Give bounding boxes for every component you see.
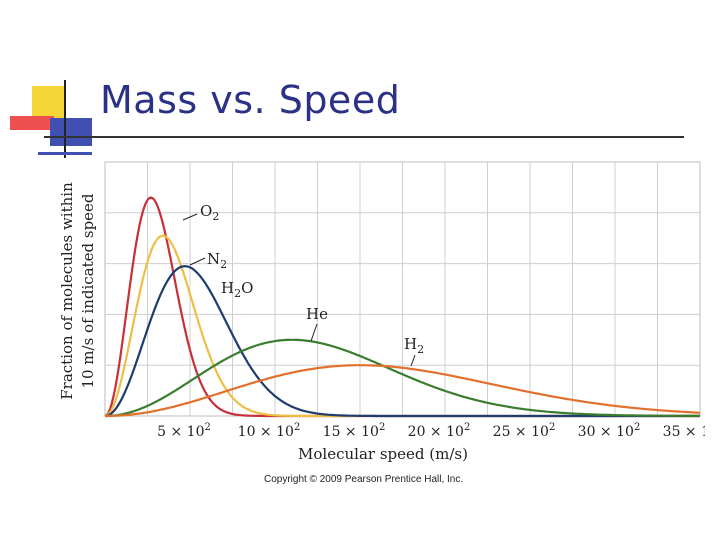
slide-title: Mass vs. Speed [100,78,401,122]
curve-he [105,338,700,418]
deco-blue-line [38,152,92,155]
series-labels: O2 N2 H2O He H2 [182,202,424,367]
deco-red-bar [10,116,54,130]
x-tick-label: 30 × 102 [578,422,641,440]
series-label-o2: O2 [200,202,219,223]
x-tick-label: 35 × 102 [663,422,705,440]
x-tick-labels: 5 × 102 10 × 102 15 × 102 20 × 102 25 × 102 3… [157,422,705,440]
x-tick-label: 5 × 102 [157,422,211,440]
deco-vertical-line [64,80,66,158]
y-axis-label-line1: Fraction of molecules within [58,182,76,400]
leader-he [310,323,318,342]
series-label-h2: H2 [404,335,424,356]
series-label-he: He [306,305,328,323]
x-tick-label: 25 × 102 [493,422,556,440]
deco-yellow-square [32,86,66,120]
x-tick-label: 20 × 102 [408,422,471,440]
leader-n2 [189,257,206,266]
chart-curves [104,196,701,418]
copyright-text: Copyright © 2009 Pearson Prentice Hall, … [264,474,463,485]
x-tick-label: 10 × 102 [238,422,301,440]
title-rule [44,136,684,138]
series-label-o2-sub: 2 [212,210,219,223]
series-label-n2-name: N [207,250,220,268]
curve-h2 [105,364,701,418]
series-label-he-name: He [306,305,328,323]
leader-h2 [410,354,416,367]
series-label-h2-sub: 2 [417,343,424,356]
curve-h2o [104,264,700,418]
x-axis-label: Molecular speed (m/s) [298,445,468,463]
speed-distribution-chart: 5 × 102 10 × 102 15 × 102 20 × 102 25 × 102 3… [58,161,705,485]
series-label-n2: N2 [207,250,227,271]
leader-o2 [182,213,198,221]
series-label-h2o-suffix: O [241,279,253,297]
x-tick-label: 15 × 102 [323,422,386,440]
series-label-h2o-sub: 2 [234,287,241,300]
series-label-h2o: H2O [221,279,253,300]
series-label-n2-sub: 2 [220,258,227,271]
series-label-h2o-name: H [221,279,234,297]
series-label-o2-name: O [200,202,212,220]
y-axis-label-line2: 10 m/s of indicated speed [79,193,97,388]
deco-blue-square [50,118,92,146]
series-label-h2-name: H [404,335,417,353]
